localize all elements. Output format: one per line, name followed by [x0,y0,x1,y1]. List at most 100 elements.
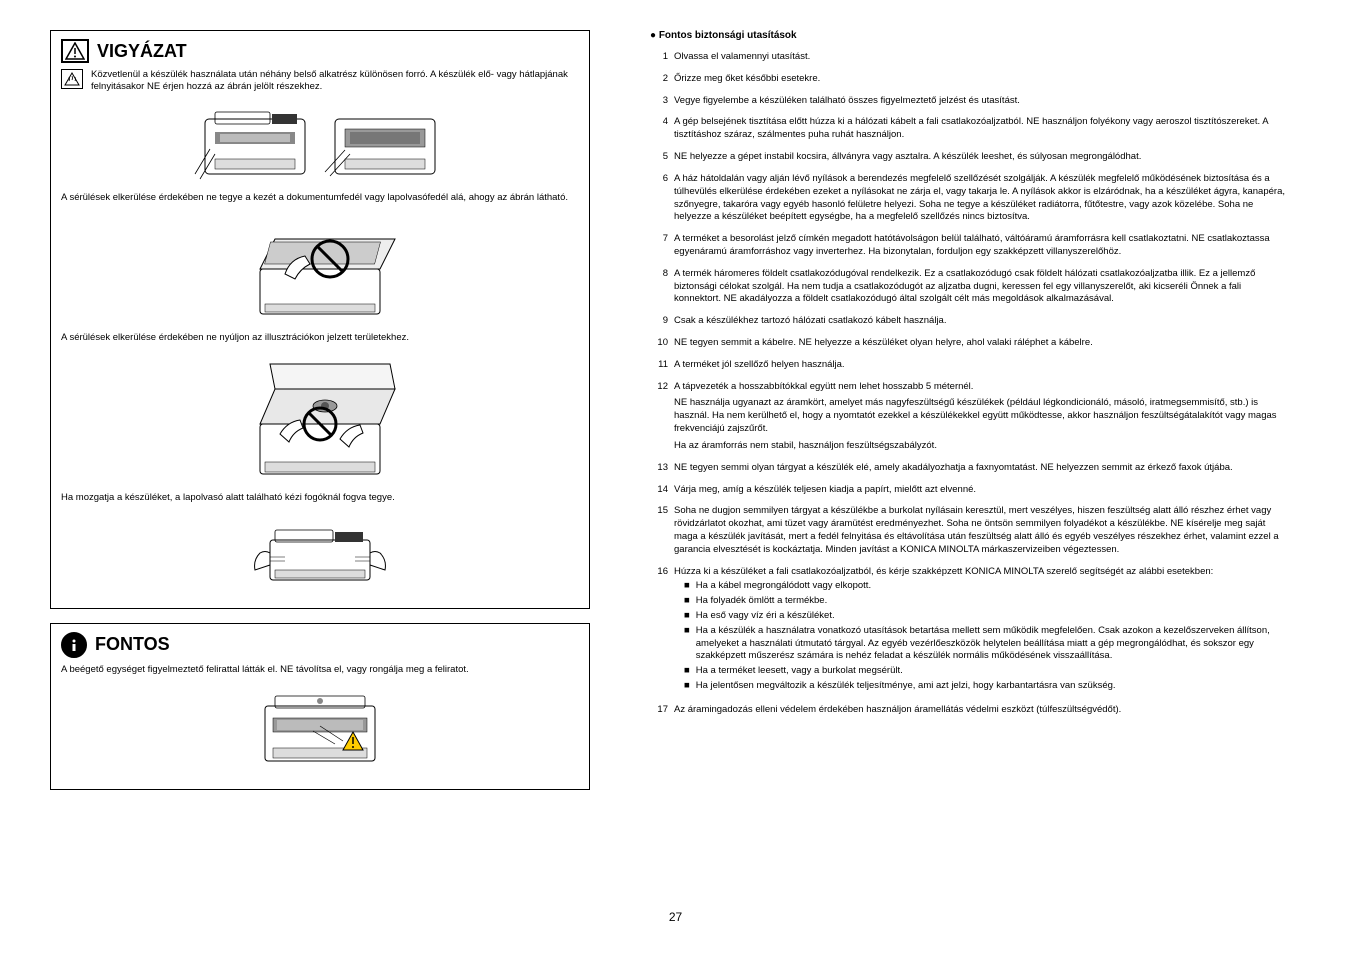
instruction-item: 13 NE tegyen semmi olyan tárgyat a készül… [650,462,1290,475]
instruction-body: A gép belsejének tisztítása előtt húzza … [674,116,1290,142]
instruction-text: Az áramingadozás elleni védelem érdekébe… [674,704,1290,717]
subitem-text: Ha a kábel megrongálódott vagy elkopott. [696,580,871,593]
illustration-3 [61,354,579,484]
instruction-item: 5 NE helyezze a gépet instabil kocsira, á… [650,151,1290,164]
safety-instructions-list: 1 Olvassa el valamennyi utasítást. 2Őrizze… [650,51,1290,717]
instruction-body: A ház hátoldalán vagy alján lévő nyíláso… [674,173,1290,224]
instruction-item: 15Soha ne dugjon semmilyen tárgyat a kés… [650,505,1290,556]
instruction-sublist: ■ Ha a kábel megrongálódott vagy elkopott… [674,580,1290,693]
caution-box: VIGYÁZAT Közvetlenül a készülék használa… [50,30,590,609]
safety-heading: ● Fontos biztonsági utasítások [650,30,1290,41]
instruction-body: Várja meg, amíg a készülék teljesen kiad… [674,484,1290,497]
instruction-number: 7 [650,233,668,259]
important-title: FONTOS [95,634,170,655]
instruction-item: 3 Vegye figyelembe a készüléken található… [650,95,1290,108]
instruction-number: 4 [650,116,668,142]
instruction-text: A tápvezeték a hosszabbítókkal együtt ne… [674,381,1290,394]
subitem-text: Ha folyadék ömlött a termékbe. [696,595,827,608]
instruction-item: 8A termék háromeres földelt csatlakozódu… [650,268,1290,306]
instruction-subitem: ■ Ha folyadék ömlött a termékbe. [684,595,1290,608]
instruction-body: A terméket jól szellőző helyen használja… [674,359,1290,372]
instruction-item: 4A gép belsejének tisztítása előtt húzza… [650,116,1290,142]
instruction-text: NE tegyen semmit a kábelre. NE helyezze … [674,337,1290,350]
instruction-item: 11A terméket jól szellőző helyen használ… [650,359,1290,372]
instruction-item: 14 Várja meg, amíg a készülék teljesen ki… [650,484,1290,497]
instruction-text: Várja meg, amíg a készülék teljesen kiad… [674,484,1290,497]
instruction-text: Olvassa el valamennyi utasítást. [674,51,1290,64]
instruction-number: 3 [650,95,668,108]
instruction-text: NE helyezze a gépet instabil kocsira, ál… [674,151,1290,164]
instruction-item: 9 Csak a készülékhez tartozó hálózati csa… [650,315,1290,328]
instruction-number: 1 [650,51,668,64]
instruction-number: 12 [650,381,668,453]
caution-text-4: Ha mozgatja a készüléket, a lapolvasó al… [61,492,579,504]
subitem-text: Ha jelentősen megváltozik a készülék tel… [696,680,1116,693]
instruction-number: 8 [650,268,668,306]
caution-section-1: Közvetlenül a készülék használata után n… [61,69,579,94]
square-bullet-icon: ■ [684,625,690,663]
instruction-text: A terméket a besorolást jelző címkén meg… [674,233,1290,259]
instruction-body: NE tegyen semmit a kábelre. NE helyezze … [674,337,1290,350]
instruction-number: 5 [650,151,668,164]
instruction-item: 7A terméket a besorolást jelző címkén me… [650,233,1290,259]
instruction-text: A termék háromeres földelt csatlakozódug… [674,268,1290,306]
instruction-body: A termék háromeres földelt csatlakozódug… [674,268,1290,306]
caution-title: VIGYÁZAT [97,41,187,62]
instruction-number: 10 [650,337,668,350]
illustration-4 [61,515,579,590]
instruction-body: Vegye figyelembe a készüléken található … [674,95,1290,108]
instruction-number: 17 [650,704,668,717]
instruction-subitem: ■Ha a készülék a használatra vonatkozó u… [684,625,1290,663]
instruction-text: Vegye figyelembe a készüléken található … [674,95,1290,108]
instruction-text: A gép belsejének tisztítása előtt húzza … [674,116,1290,142]
instruction-number: 6 [650,173,668,224]
instruction-text: A ház hátoldalán vagy alján lévő nyíláso… [674,173,1290,224]
caution-text-2: A sérülések elkerülése érdekében ne tegy… [61,192,579,204]
instruction-body: A terméket a besorolást jelző címkén meg… [674,233,1290,259]
square-bullet-icon: ■ [684,595,690,608]
instruction-item: 10 NE tegyen semmit a kábelre. NE helyezz… [650,337,1290,350]
right-column: ● Fontos biztonsági utasítások 1 Olvassa … [650,30,1290,902]
instruction-number: 14 [650,484,668,497]
instruction-item: 2Őrizze meg őket későbbi esetekre. [650,73,1290,86]
instruction-extra: NE használja ugyanazt az áramkört, amely… [674,397,1290,435]
instruction-extra: Ha az áramforrás nem stabil, használjon … [674,440,1290,453]
instruction-text: Csak a készülékhez tartozó hálózati csat… [674,315,1290,328]
subitem-text: Ha a készülék a használatra vonatkozó ut… [696,625,1290,663]
illustration-2 [61,214,579,324]
hot-surface-icon [61,69,83,89]
instruction-item: 16 Húzza ki a készüléket a fali csatlakoz… [650,566,1290,695]
instruction-body: A tápvezeték a hosszabbítókkal együtt ne… [674,381,1290,453]
warning-triangle-icon [61,39,89,63]
instruction-subitem: ■ Ha a terméket leesett, vagy a burkolat … [684,665,1290,678]
instruction-number: 16 [650,566,668,695]
instruction-body: Olvassa el valamennyi utasítást. [674,51,1290,64]
instruction-number: 13 [650,462,668,475]
instruction-text: NE tegyen semmi olyan tárgyat a készülék… [674,462,1290,475]
important-circle-icon [61,632,87,658]
instruction-item: 12 A tápvezeték a hosszabbítókkal együtt … [650,381,1290,453]
square-bullet-icon: ■ [684,580,690,593]
important-box: FONTOS A beégető egységet figyelmeztető … [50,623,590,790]
square-bullet-icon: ■ [684,665,690,678]
instruction-body: Soha ne dugjon semmilyen tárgyat a készü… [674,505,1290,556]
instruction-item: 17 Az áramingadozás elleni védelem érdeké… [650,704,1290,717]
subitem-text: Ha a terméket leesett, vagy a burkolat m… [696,665,903,678]
instruction-body: Húzza ki a készüléket a fali csatlakozóa… [674,566,1290,695]
important-text: A beégető egységet figyelmeztető felirat… [61,664,579,676]
instruction-number: 9 [650,315,668,328]
instruction-text: Soha ne dugjon semmilyen tárgyat a készü… [674,505,1290,556]
instruction-text: A terméket jól szellőző helyen használja… [674,359,1290,372]
instruction-number: 2 [650,73,668,86]
instruction-number: 15 [650,505,668,556]
caution-title-row: VIGYÁZAT [61,39,579,63]
caution-text-3: A sérülések elkerülése érdekében ne nyúl… [61,332,579,344]
instruction-subitem: ■Ha eső vagy víz éri a készüléket. [684,610,1290,623]
instruction-body: Csak a készülékhez tartozó hálózati csat… [674,315,1290,328]
instruction-body: Az áramingadozás elleni védelem érdekébe… [674,704,1290,717]
instruction-item: 6A ház hátoldalán vagy alján lévő nyílás… [650,173,1290,224]
illustration-5 [61,686,579,771]
instruction-text: Húzza ki a készüléket a fali csatlakozóa… [674,566,1290,579]
important-title-row: FONTOS [61,632,579,658]
instruction-body: NE helyezze a gépet instabil kocsira, ál… [674,151,1290,164]
